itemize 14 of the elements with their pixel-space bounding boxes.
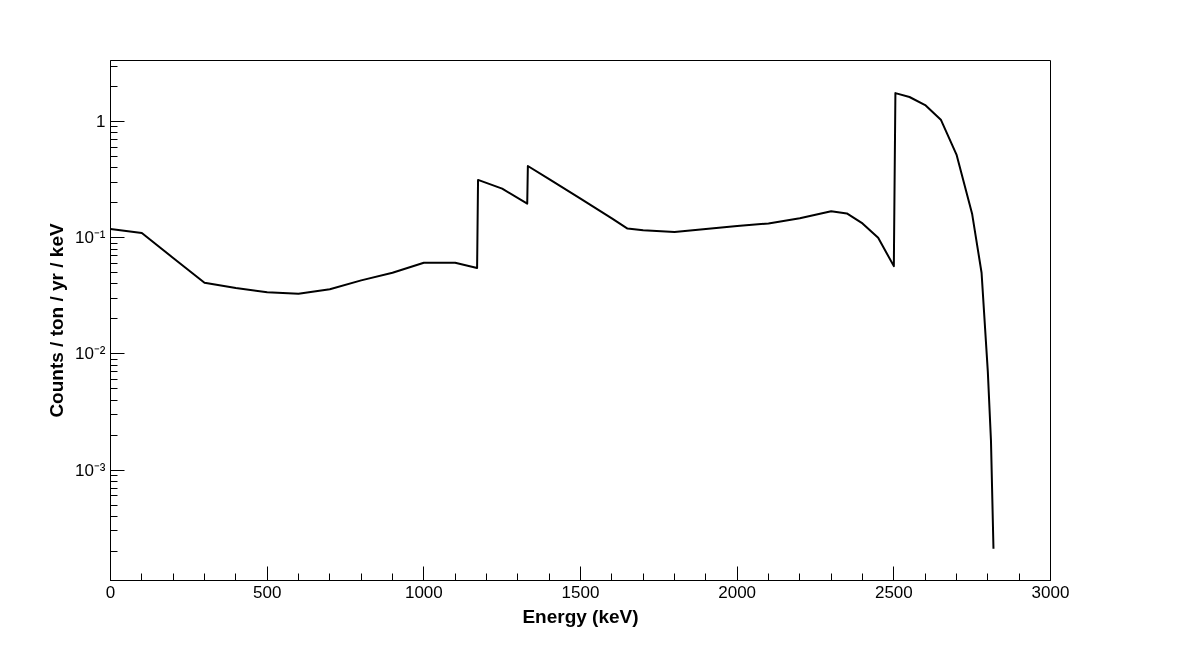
y-tick-label: 1 xyxy=(96,112,106,132)
y-tick-label: 10⁻³ xyxy=(74,460,106,480)
x-tick-label: 0 xyxy=(105,582,116,602)
y-tick-label: 10⁻¹ xyxy=(74,228,106,248)
x-axis-title: Energy (keV) xyxy=(522,605,639,627)
x-tick-label: 1000 xyxy=(404,582,443,602)
x-tick-label: 2500 xyxy=(874,582,913,602)
y-axis-title: Counts / ton / yr / keV xyxy=(45,223,67,418)
x-tick-label: 3000 xyxy=(1031,582,1070,602)
x-tick-label: 500 xyxy=(252,582,282,602)
x-tick-label: 1500 xyxy=(561,582,600,602)
y-tick-label: 10⁻² xyxy=(74,344,106,364)
x-tick-label: 2000 xyxy=(718,582,757,602)
line-series xyxy=(110,92,995,550)
